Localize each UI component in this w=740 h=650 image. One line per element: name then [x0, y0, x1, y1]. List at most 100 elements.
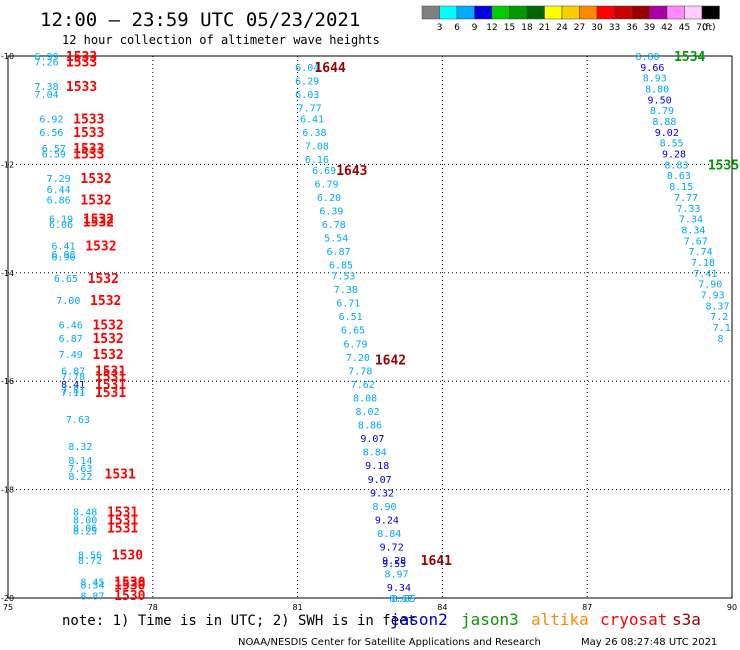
pass-number-label: 1533 — [73, 112, 104, 127]
cryosat-data-point: 6.87 — [61, 366, 85, 377]
cryosat-data-point: 6.59 — [42, 150, 66, 161]
color-scale-label: 6 — [454, 23, 460, 33]
s3a-data-point: 9.28 — [382, 556, 406, 567]
s3a-data-point: 6.20 — [317, 193, 341, 204]
s3a-data-point: 9.72 — [380, 543, 404, 554]
jason3-data-point: 8.15 — [669, 182, 693, 193]
s3a-data-point: 8.86 — [358, 421, 382, 432]
jason3-data-point: 7.18 — [691, 258, 715, 269]
s3a-data-point: 8.90 — [372, 502, 396, 513]
cryosat-data-point: 7.29 — [47, 174, 71, 185]
satellite-legend-cryosat: cryosat — [600, 610, 667, 629]
color-scale-label: 24 — [556, 23, 568, 33]
color-scale-label: 9 — [472, 23, 478, 33]
cryosat-data-point: 6.46 — [59, 320, 83, 331]
color-scale-label: 15 — [504, 23, 515, 33]
s3a-data-point: 9.18 — [365, 461, 389, 472]
color-scale-swatch — [526, 5, 545, 20]
pass-number-label: 1532 — [85, 240, 116, 255]
color-scale-label: 36 — [626, 23, 638, 33]
cryosat-data-point: 7.38 — [35, 82, 59, 93]
cryosat-data-point: 6.41 — [51, 242, 75, 253]
pass-number-label: 1531 — [95, 378, 126, 393]
footer-note: note: 1) Time is in UTC; 2) SWH is in fe… — [62, 613, 416, 629]
s3a-data-point: 8.02 — [356, 407, 380, 418]
s3a-data-point: 9.32 — [370, 488, 394, 499]
s3a-data-point: 6.38 — [302, 128, 326, 139]
pass-number-label: 1532 — [92, 332, 123, 347]
color-scale-swatch — [474, 5, 493, 20]
pass-number-label: 1532 — [80, 172, 111, 187]
s3a-data-point: 6.71 — [336, 299, 360, 310]
pass-number-label: 1531 — [95, 370, 126, 385]
s3a-data-point: 6.39 — [319, 206, 343, 217]
cryosat-data-point: 6.57 — [42, 144, 66, 155]
x-tick-label: 81 — [293, 603, 303, 612]
s3a-data-point: 9.07 — [368, 475, 392, 486]
cryosat-data-point: 8.56 — [78, 551, 102, 562]
jason3-data-point: 9.28 — [662, 150, 686, 161]
x-tick-label: 78 — [148, 603, 158, 612]
s3a-data-point: 6.51 — [339, 312, 363, 323]
s3a-data-point: 6.65 — [341, 326, 365, 337]
x-tick-label: 84 — [437, 603, 447, 612]
color-scale-label: 33 — [609, 23, 620, 33]
color-scale-label: 45 — [679, 23, 690, 33]
cryosat-data-point: 8.22 — [68, 472, 92, 483]
satellite-legend-s3a: s3a — [672, 610, 701, 629]
pass-number-label: 1534 — [674, 50, 705, 65]
color-scale-label: 70 — [696, 23, 708, 33]
satellite-legend-altika: altika — [531, 610, 589, 629]
jason3-data-point: 8 — [718, 334, 724, 345]
cryosat-data-point: 7.63 — [66, 415, 90, 426]
s3a-data-point: 7.62 — [351, 380, 375, 391]
jason3-data-point: 7.34 — [679, 215, 703, 226]
s3a-data-point: 6.29 — [295, 76, 319, 87]
s3a-data-point: 6.79 — [314, 179, 338, 190]
pass-number-label: 1643 — [336, 164, 367, 179]
s3a-data-point: 9.34 — [387, 583, 411, 594]
jason3-data-point: 7.74 — [689, 247, 713, 258]
s3a-data-point: 8.84 — [363, 448, 387, 459]
cryosat-data-point: 7.26 — [35, 57, 59, 68]
s3a-data-point: 7.77 — [298, 103, 322, 114]
s3a-data-point: 6.16 — [305, 155, 329, 166]
jason3-data-point: 8.93 — [643, 74, 667, 85]
jason3-data-point: 8.80 — [635, 52, 659, 63]
cryosat-data-point: 8.45 — [80, 578, 104, 589]
chart-footer: note: 1) Time is in UTC; 2) SWH is in fe… — [62, 610, 717, 648]
y-tick-label: -20 — [1, 594, 14, 603]
s3a-data-point: 7.53 — [331, 272, 355, 283]
cryosat-data-point: 8.48 — [73, 507, 97, 518]
pass-number-label: 1531 — [107, 513, 138, 528]
y-tick-label: -12 — [1, 160, 14, 169]
jason3-data-point: 7.1 — [713, 323, 731, 334]
y-tick-label: -14 — [1, 269, 14, 278]
s3a-data-point: 5.54 — [324, 234, 348, 245]
s3a-data-point: 8.84 — [377, 529, 401, 540]
cryosat-data-point: 6.87 — [59, 334, 83, 345]
y-tick-label: -16 — [1, 377, 14, 386]
pass-number-label: 1530 — [112, 549, 143, 564]
color-scale-swatch — [491, 5, 510, 20]
pass-number-label: 1530 — [114, 576, 145, 591]
jason3-data-point: 9.02 — [655, 128, 679, 139]
s3a-data-point: 8.97 — [384, 570, 408, 581]
jason3-data-point: 8.63 — [667, 171, 691, 182]
pass-number-label: 1533 — [66, 55, 97, 70]
color-scale-swatch — [701, 5, 720, 20]
cryosat-data-point: 8.72 — [78, 556, 102, 567]
pass-number-label: 1532 — [90, 294, 121, 309]
x-tick-label: 75 — [3, 603, 13, 612]
cryosat-data-point: 6.06 — [49, 220, 73, 231]
s3a-data-point: 7.38 — [334, 285, 358, 296]
jason3-data-point: 7.90 — [698, 280, 722, 291]
cryosat-data-point: 6.86 — [47, 196, 71, 207]
pass-number-label: 1533 — [66, 50, 97, 65]
pass-number-label: 1533 — [73, 126, 104, 141]
color-scale-swatch — [439, 5, 458, 20]
chart-subtitle: 12 hour collection of altimeter wave hei… — [62, 33, 380, 47]
satellite-legend-jason2: jason2 — [390, 610, 448, 629]
satellite-legend: jason2 jason3 altika cryosat s3a — [390, 610, 701, 629]
pass-number-label: 1644 — [314, 61, 345, 76]
